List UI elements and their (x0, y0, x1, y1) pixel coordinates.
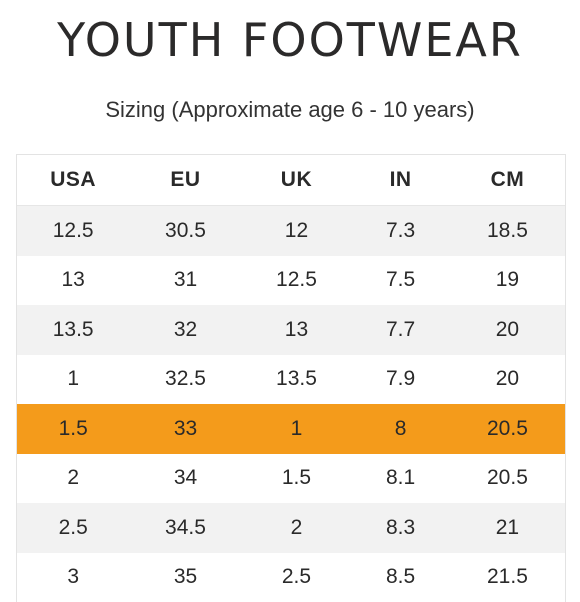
page-title: YOUTH FOOTWEAR (0, 12, 580, 68)
cell-in: 8.1 (351, 454, 450, 504)
cell-in: 8 (351, 404, 450, 454)
cell-eu: 34 (129, 454, 241, 504)
cell-eu: 32.5 (129, 355, 241, 405)
cell-eu: 32 (129, 305, 241, 355)
cell-in: 8.5 (351, 553, 450, 602)
size-chart-table: USA EU UK IN CM 12.5 30.5 12 7.3 18.5 13… (17, 155, 565, 602)
cell-usa: 1 (17, 355, 129, 405)
cell-usa: 13.5 (17, 305, 129, 355)
table-row: 3 35 2.5 8.5 21.5 (17, 553, 565, 602)
subtitle: Sizing (Approximate age 6 - 10 years) (0, 94, 580, 126)
cell-cm: 19 (450, 256, 565, 306)
cell-uk: 12.5 (242, 256, 352, 306)
table-row-highlighted: 1.5 33 1 8 20.5 (17, 404, 565, 454)
cell-in: 7.9 (351, 355, 450, 405)
cell-cm: 20 (450, 305, 565, 355)
cell-in: 7.5 (351, 256, 450, 306)
cell-usa: 2 (17, 454, 129, 504)
header-in: IN (351, 155, 450, 206)
table-row: 1 32.5 13.5 7.9 20 (17, 355, 565, 405)
cell-uk: 2 (242, 503, 352, 553)
cell-usa: 13 (17, 256, 129, 306)
cell-cm: 21.5 (450, 553, 565, 602)
cell-cm: 20.5 (450, 404, 565, 454)
table-row: 13.5 32 13 7.7 20 (17, 305, 565, 355)
cell-cm: 20 (450, 355, 565, 405)
header-usa: USA (17, 155, 129, 206)
cell-uk: 12 (242, 206, 352, 256)
cell-cm: 18.5 (450, 206, 565, 256)
table-row: 12.5 30.5 12 7.3 18.5 (17, 206, 565, 256)
cell-uk: 1 (242, 404, 352, 454)
cell-cm: 20.5 (450, 454, 565, 504)
cell-cm: 21 (450, 503, 565, 553)
cell-eu: 30.5 (129, 206, 241, 256)
table-row: 2 34 1.5 8.1 20.5 (17, 454, 565, 504)
cell-eu: 35 (129, 553, 241, 602)
cell-in: 8.3 (351, 503, 450, 553)
cell-in: 7.7 (351, 305, 450, 355)
cell-uk: 2.5 (242, 553, 352, 602)
table-row: 2.5 34.5 2 8.3 21 (17, 503, 565, 553)
cell-eu: 34.5 (129, 503, 241, 553)
cell-usa: 1.5 (17, 404, 129, 454)
cell-usa: 3 (17, 553, 129, 602)
cell-uk: 13 (242, 305, 352, 355)
cell-uk: 1.5 (242, 454, 352, 504)
cell-usa: 2.5 (17, 503, 129, 553)
cell-eu: 33 (129, 404, 241, 454)
table-header-row: USA EU UK IN CM (17, 155, 565, 206)
header-cm: CM (450, 155, 565, 206)
header-eu: EU (129, 155, 241, 206)
cell-usa: 12.5 (17, 206, 129, 256)
cell-in: 7.3 (351, 206, 450, 256)
table-row: 13 31 12.5 7.5 19 (17, 256, 565, 306)
cell-uk: 13.5 (242, 355, 352, 405)
size-chart-table-container: USA EU UK IN CM 12.5 30.5 12 7.3 18.5 13… (16, 154, 566, 602)
cell-eu: 31 (129, 256, 241, 306)
header-uk: UK (242, 155, 352, 206)
